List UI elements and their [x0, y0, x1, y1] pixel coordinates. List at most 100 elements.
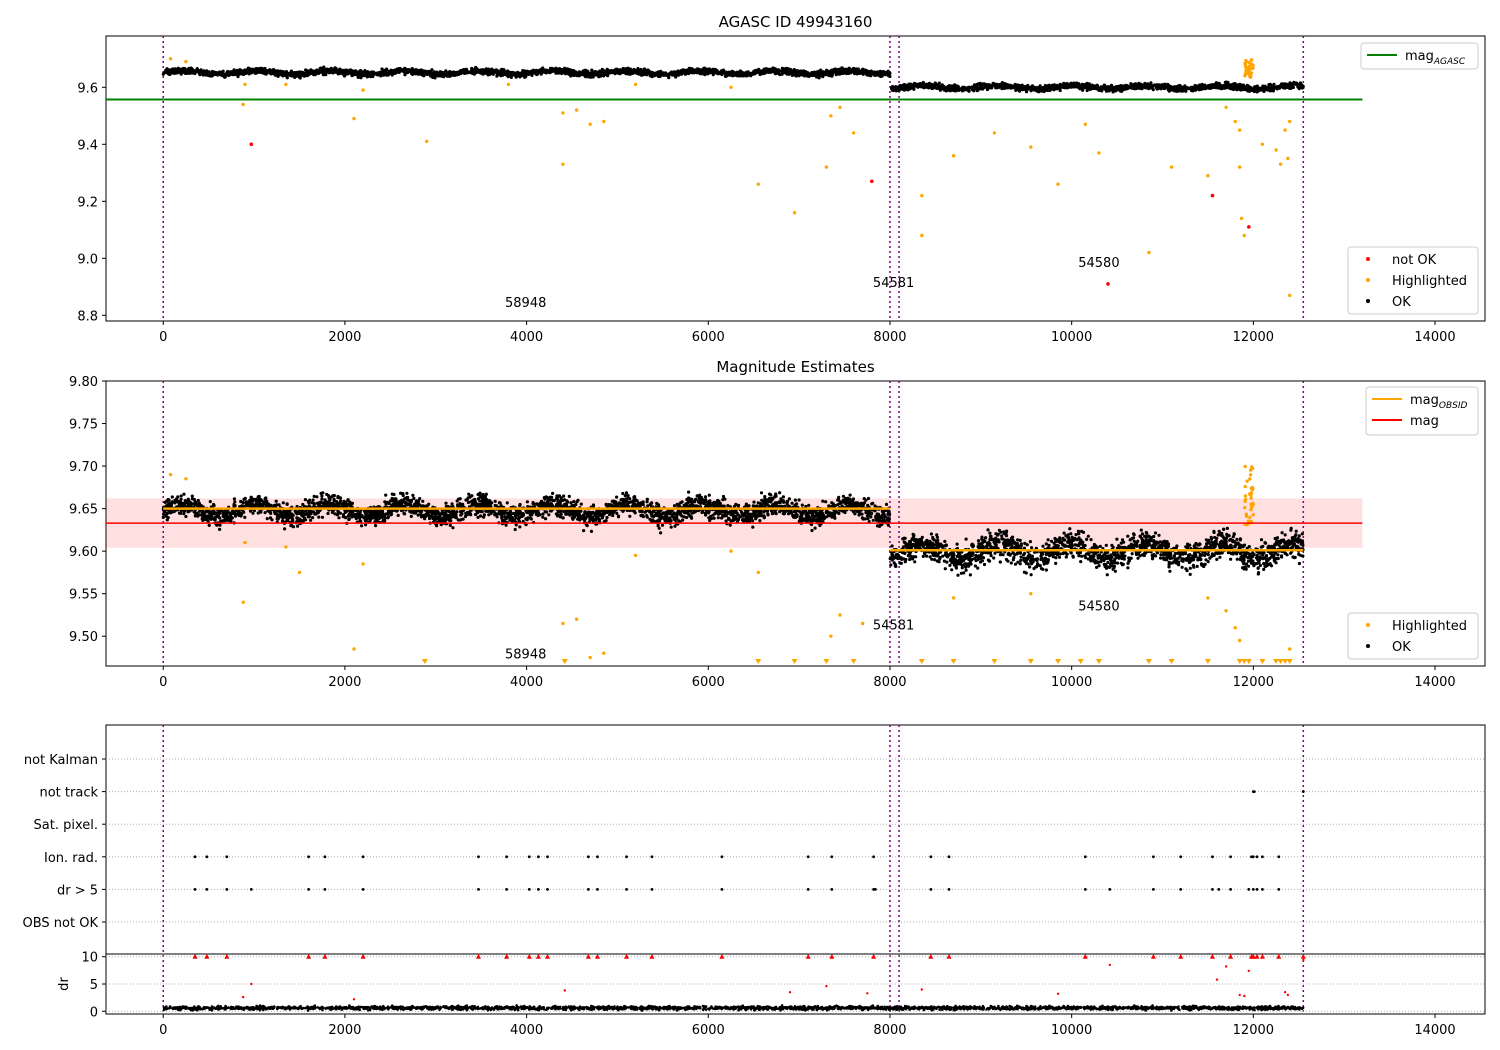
ok-point [1266, 87, 1270, 91]
ok-point [271, 71, 275, 76]
ok-point [319, 66, 324, 70]
ok-point [1227, 83, 1231, 87]
highlighted-point [1244, 72, 1248, 76]
ok-point [852, 67, 856, 71]
ok-point [918, 82, 922, 86]
ok-point [525, 500, 530, 504]
ok-point [359, 76, 363, 80]
ok-point [598, 69, 602, 73]
ok-point [752, 69, 756, 73]
legend-label-subscript: AGASC [1433, 57, 1466, 67]
ok-point [455, 510, 459, 514]
ok-point [978, 81, 982, 85]
ok-point [706, 72, 710, 76]
x-tick-label: 8000 [873, 330, 906, 345]
ok-point [1019, 85, 1023, 89]
ok-point [618, 70, 622, 74]
ok-point [546, 70, 551, 74]
ok-point [453, 73, 457, 77]
ok-point [263, 510, 267, 515]
ok-point [806, 71, 810, 75]
ok-point [1143, 83, 1147, 87]
ok-point [555, 71, 559, 75]
ok-point [398, 69, 402, 73]
ok-point [1147, 87, 1151, 91]
ok-point [1253, 88, 1257, 92]
ok-point [312, 494, 316, 498]
ok-point [1058, 88, 1062, 93]
ok-point [1249, 86, 1253, 90]
highlighted-point [1097, 151, 1101, 155]
ok-point [758, 72, 762, 77]
ok-point [549, 66, 553, 70]
ok-point [217, 70, 221, 74]
ok-point [622, 70, 627, 74]
highlighted-point [1247, 68, 1251, 72]
highlighted-point [829, 114, 833, 118]
highlighted-point [574, 108, 579, 112]
ok-point [236, 74, 240, 79]
ok-point [687, 490, 691, 494]
ok-point [933, 83, 937, 87]
ok-point [1026, 84, 1030, 88]
ok-point [1109, 88, 1113, 92]
ok-point [778, 73, 782, 77]
highlighted-point [838, 105, 842, 110]
ok-point [190, 71, 194, 75]
highlighted-point [1238, 128, 1242, 132]
highlighted-point [241, 102, 245, 107]
highlighted-point [1029, 145, 1033, 149]
ok-point [1258, 87, 1262, 91]
not-ok-point [1247, 225, 1251, 229]
highlighted-point [729, 85, 733, 90]
ok-point [1220, 84, 1224, 88]
ok-point [863, 71, 867, 75]
ok-point [445, 73, 449, 77]
ok-point [1261, 86, 1266, 90]
ok-point [1253, 85, 1257, 89]
highlighted-point [561, 162, 565, 166]
ok-point [1035, 88, 1039, 92]
ok-point [373, 72, 377, 76]
ok-point [813, 70, 817, 74]
ok-point [336, 69, 340, 73]
highlighted-point [1260, 142, 1265, 146]
ok-point [672, 70, 677, 74]
ok-point [1173, 85, 1177, 89]
ok-point [796, 69, 800, 73]
ok-point [584, 70, 588, 75]
ok-point [538, 70, 542, 74]
ok-point [629, 70, 633, 74]
ok-point [369, 75, 373, 79]
ok-point [940, 84, 944, 88]
obsid-label: 58948 [505, 296, 546, 311]
ok-point [626, 68, 630, 72]
highlighted-point [1238, 165, 1242, 169]
ok-point [877, 70, 881, 74]
ok-point [318, 70, 322, 74]
ok-point [972, 89, 976, 93]
ok-point [1126, 86, 1130, 90]
ok-point [793, 498, 798, 502]
ok-point [447, 73, 452, 77]
ok-point [237, 72, 241, 76]
legend-label-text: Highlighted [1392, 274, 1467, 289]
ok-point [509, 75, 513, 79]
obsid-label: 54581 [873, 276, 914, 291]
ok-point [1016, 85, 1020, 89]
ok-point [866, 73, 870, 77]
ok-point [646, 68, 650, 72]
ok-point [866, 70, 870, 74]
legend-label-text: not OK [1392, 253, 1437, 268]
ok-point [339, 499, 343, 503]
ok-point [888, 71, 892, 75]
ok-series [161, 65, 1305, 94]
ok-point [577, 74, 581, 78]
ok-point [458, 69, 463, 73]
ok-point [362, 72, 367, 77]
ok-point [873, 71, 877, 75]
ok-point [315, 70, 319, 74]
ok-point [789, 70, 793, 74]
ok-point [389, 71, 393, 75]
